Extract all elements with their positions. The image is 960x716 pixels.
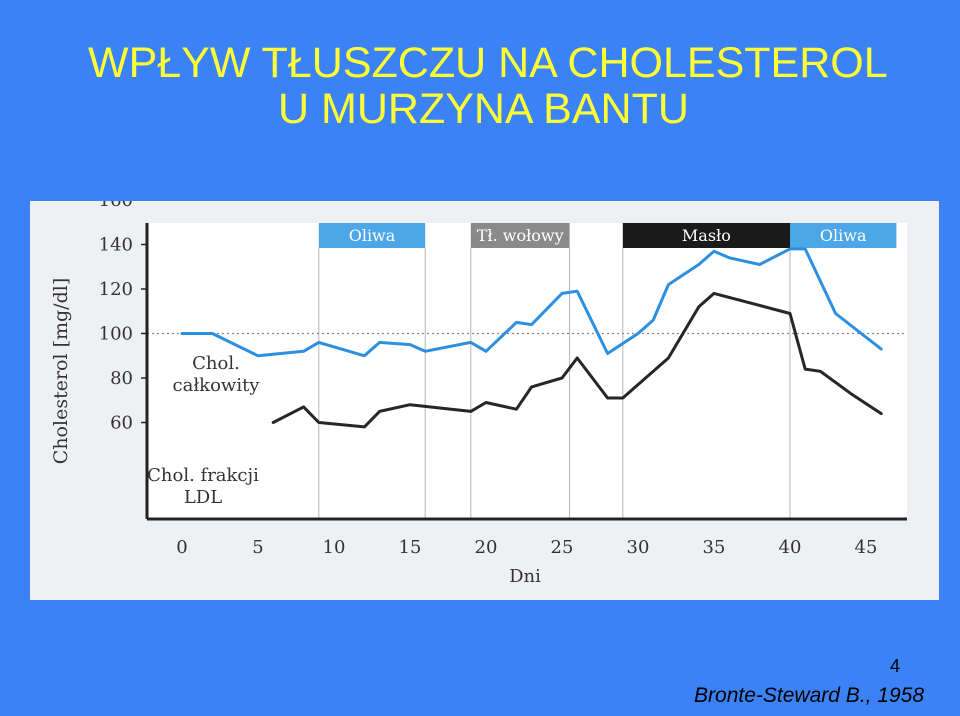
- y-tick-label-60: 60: [110, 413, 133, 434]
- series-label-1-line-0: Chol. frakcji: [147, 465, 259, 486]
- y-tick-label-100: 100: [99, 324, 133, 345]
- period-label-0: Oliwa: [349, 226, 396, 245]
- y-tick-label-80: 80: [110, 368, 133, 389]
- x-tick-label-40: 40: [779, 537, 802, 558]
- y-tick-label-160: 160: [99, 201, 133, 211]
- y-tick-label-120: 120: [99, 279, 133, 300]
- series-lines: [180, 247, 883, 429]
- x-tick-label-45: 45: [855, 537, 878, 558]
- x-tick-label-15: 15: [399, 537, 422, 558]
- period-band-0: [318, 223, 426, 248]
- page-number: 4: [889, 656, 900, 676]
- plot-area: [147, 223, 907, 519]
- period-band-1: [470, 223, 570, 248]
- period-label-1: Tł. wołowy: [477, 226, 564, 245]
- series-label-1: Chol. frakcji LDL: [147, 465, 259, 508]
- y-axis-label: Cholesterol [mg/dl]: [50, 278, 72, 464]
- x-tick-label-5: 5: [252, 537, 263, 558]
- x-tick-label-30: 30: [627, 537, 650, 558]
- series-label-0: Chol. całkowity: [173, 353, 261, 396]
- axes: 60 80 100 120 140 160 0 5 10 15 20 25 30 35 40 45 Dni Cho…: [50, 201, 907, 587]
- series-label-0-line-0: Chol.: [192, 353, 240, 374]
- x-tick-label-25: 25: [551, 537, 574, 558]
- x-tick-label-0: 0: [176, 537, 187, 558]
- period-band-2: [622, 223, 790, 248]
- series-line-0: [180, 247, 883, 358]
- citation: Bronte-Steward B., 1958: [694, 684, 924, 707]
- period-label-2: Masło: [682, 226, 731, 245]
- slide-title: WPŁYW TŁUSZCZU NA CHOLESTEROL U MURZYNA …: [88, 40, 888, 132]
- period-band-3: [790, 223, 897, 248]
- period-label-3: Oliwa: [820, 226, 867, 245]
- y-tick-label-140: 140: [99, 235, 133, 256]
- x-tick-label-10: 10: [323, 537, 346, 558]
- x-tick-label-35: 35: [703, 537, 726, 558]
- slide-title-line2: U MURZYNA BANTU: [278, 85, 689, 133]
- x-tick-label-20: 20: [475, 537, 498, 558]
- series-labels: Chol. całkowity Chol. frakcji LDL: [147, 353, 260, 508]
- slide-title-line1: WPŁYW TŁUSZCZU NA CHOLESTEROL: [88, 39, 888, 87]
- series-label-1-line-1: LDL: [184, 487, 222, 508]
- x-axis-label: Dni: [509, 566, 541, 587]
- series-line-1: [271, 291, 883, 429]
- series-label-0-line-1: całkowity: [173, 375, 261, 396]
